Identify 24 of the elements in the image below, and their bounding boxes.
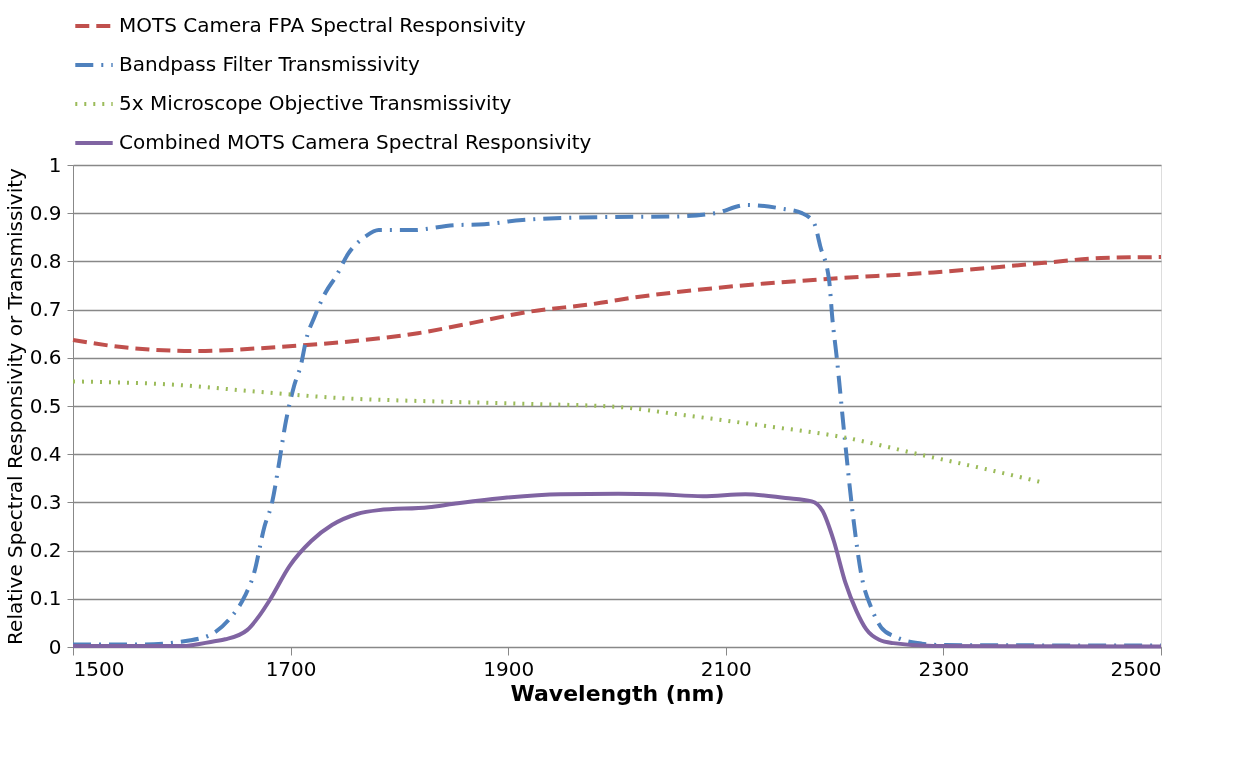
y-tick-label: 0.9 bbox=[29, 200, 62, 225]
y-tick-label: 0.4 bbox=[29, 441, 62, 466]
y-tick-label: 0.3 bbox=[29, 489, 62, 514]
x-tick-label: 2500 bbox=[1110, 656, 1162, 681]
y-tick-label: 1 bbox=[48, 152, 62, 177]
y-axis-title: Relative Spectral Responsivity or Transmissivity bbox=[2, 167, 27, 645]
y-tick-label: 0.2 bbox=[29, 538, 62, 563]
x-tick-label: 2100 bbox=[700, 656, 752, 681]
y-tick-label: 0.7 bbox=[29, 297, 62, 322]
y-tick-label: 0.6 bbox=[29, 345, 62, 370]
y-tick-label: 0.8 bbox=[29, 248, 62, 273]
x-tick-label: 2300 bbox=[918, 656, 970, 681]
x-tick-label: 1500 bbox=[73, 656, 125, 681]
legend-label: Bandpass Filter Transmissivity bbox=[119, 52, 420, 76]
y-tick-label: 0 bbox=[48, 634, 62, 659]
line-series bbox=[71, 255, 1163, 354]
legend-label: 5x Microscope Objective Transmissivity bbox=[119, 91, 512, 115]
y-tick-label: 0.5 bbox=[29, 393, 62, 418]
x-tick-label: 1700 bbox=[265, 656, 317, 681]
x-tick-label: 1900 bbox=[483, 656, 535, 681]
legend-label: Combined MOTS Camera Spectral Responsivity bbox=[119, 130, 592, 154]
legend-label: MOTS Camera FPA Spectral Responsivity bbox=[119, 13, 526, 37]
y-tick-label: 0.1 bbox=[29, 586, 62, 611]
x-axis-title: Wavelength (nm) bbox=[510, 680, 725, 706]
